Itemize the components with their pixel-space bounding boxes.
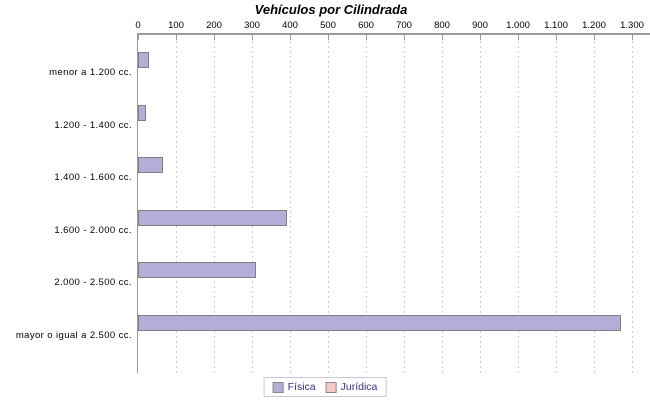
x-axis-tick-label: 800: [434, 20, 450, 31]
bar-física: [138, 157, 163, 173]
x-axis-tick-mark: [594, 35, 595, 40]
x-axis-tick-mark: [176, 35, 177, 40]
gridline: [594, 36, 595, 373]
x-axis-tick-label: 500: [320, 20, 336, 31]
y-axis-category-label: 1.600 - 2.000 cc.: [54, 224, 132, 236]
gridline: [518, 36, 519, 373]
gridline: [632, 36, 633, 373]
x-axis-tick-label: 1.100: [544, 20, 568, 31]
x-axis-tick-label: 1.200: [582, 20, 606, 31]
gridline: [176, 36, 177, 373]
x-axis-tick-mark: [442, 35, 443, 40]
legend-swatch: [272, 381, 284, 393]
x-axis-tick-label: 1.000: [506, 20, 530, 31]
x-axis-tick-label: 1.300: [620, 20, 644, 31]
legend-label: Jurídica: [340, 381, 378, 393]
x-axis-tick-label: 200: [206, 20, 222, 31]
gridline: [214, 36, 215, 373]
x-axis-tick-label: 700: [396, 20, 412, 31]
x-axis-tick-label: 300: [244, 20, 260, 31]
x-axis-tick-mark: [632, 35, 633, 40]
y-axis-category-label: 1.200 - 1.400 cc.: [54, 119, 132, 131]
x-axis-tick-mark: [138, 35, 139, 40]
y-axis-category-label: mayor o igual a 2.500 cc.: [15, 330, 132, 341]
y-axis-category-label: 2.000 - 2.500 cc.: [54, 277, 132, 289]
bar-física: [138, 209, 287, 226]
x-axis-tick-label: 600: [358, 20, 374, 31]
gridline: [404, 36, 405, 373]
x-axis-tick-mark: [252, 35, 253, 40]
gridline: [480, 36, 481, 373]
x-axis-tick-mark: [556, 35, 557, 40]
x-axis-tick-label: 100: [168, 20, 184, 31]
gridline: [328, 36, 329, 373]
x-axis-tick-mark: [328, 35, 329, 40]
chart-title: Vehículos por Cilindrada: [254, 2, 408, 17]
gridline: [442, 36, 443, 373]
legend-label: Física: [287, 381, 316, 393]
legend: Física Jurídica: [263, 377, 387, 397]
gridline: [366, 36, 367, 373]
legend-item-fisica: Física: [272, 381, 316, 393]
gridline: [290, 36, 291, 373]
x-axis-tick-mark: [480, 35, 481, 40]
gridline: [252, 36, 253, 373]
gridline: [556, 36, 557, 373]
x-axis-line: [137, 33, 650, 35]
legend-item-juridica: Jurídica: [325, 381, 378, 393]
x-axis-tick-mark: [214, 35, 215, 40]
x-axis-tick-label: 900: [472, 20, 488, 31]
x-axis-tick-label: 400: [282, 20, 298, 31]
bar-física: [138, 314, 621, 331]
y-axis-category-label: 1.400 - 1.600 cc.: [54, 172, 132, 184]
x-axis-tick-mark: [366, 35, 367, 40]
legend-swatch: [325, 381, 337, 393]
y-axis-category-label: menor a 1.200 cc.: [49, 67, 132, 78]
x-axis-tick-mark: [518, 35, 519, 40]
x-axis-tick-mark: [404, 35, 405, 40]
x-axis-tick-mark: [290, 35, 291, 40]
bar-física: [138, 262, 256, 278]
x-axis-tick-label: 0: [135, 20, 141, 31]
legend-items: Física Jurídica: [272, 381, 378, 393]
bar-física: [138, 104, 146, 121]
bar-física: [138, 52, 149, 68]
y-axis-line: [137, 33, 138, 373]
